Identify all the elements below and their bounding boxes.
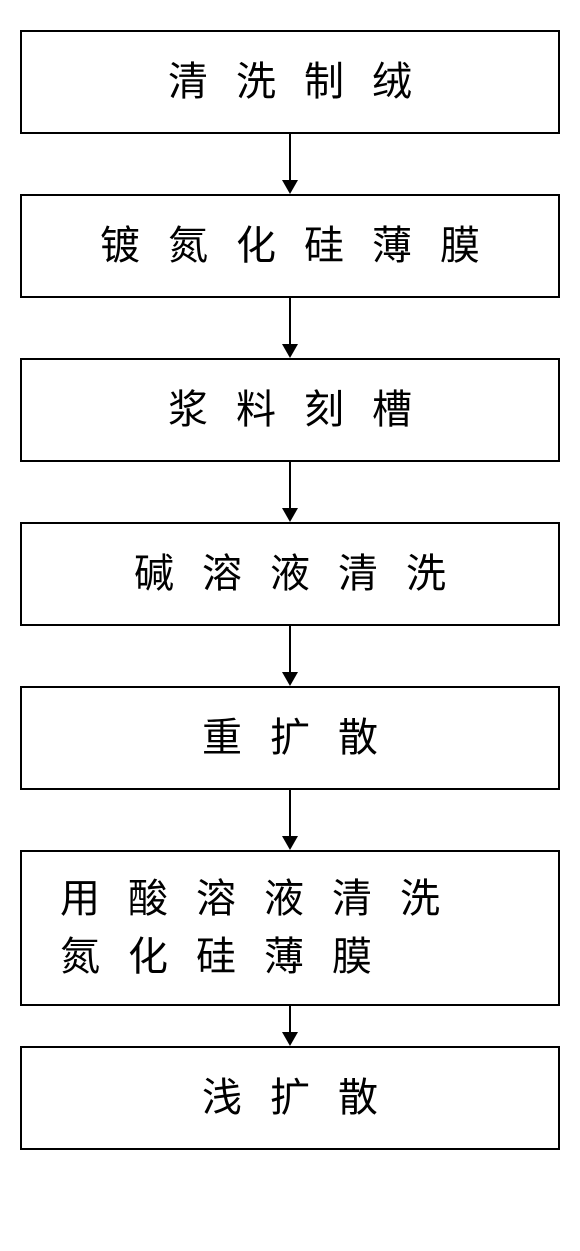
arrow-head [282,344,298,358]
step-label-5: 重扩散 [164,688,416,788]
arrow-head [282,180,298,194]
arrow-line [289,298,291,344]
arrow-head [282,672,298,686]
step-box-3: 浆料刻槽 [20,358,560,462]
process-flowchart: 清洗制绒 镀氮化硅薄膜 浆料刻槽 碱溶液清洗 重扩散 用酸溶液清洗 氮化硅薄膜 [20,30,560,1150]
step-label-6: 用酸溶液清洗 氮化硅薄膜 [22,852,558,1004]
arrow-1 [282,134,298,194]
arrow-line [289,462,291,508]
step-label-4: 碱溶液清洗 [96,524,484,624]
arrow-5 [282,790,298,850]
step-label-3: 浆料刻槽 [130,360,450,460]
step-box-4: 碱溶液清洗 [20,522,560,626]
step-box-5: 重扩散 [20,686,560,790]
step-box-6: 用酸溶液清洗 氮化硅薄膜 [20,850,560,1006]
step-label-1: 清洗制绒 [130,32,450,132]
arrow-4 [282,626,298,686]
step-box-1: 清洗制绒 [20,30,560,134]
arrow-head [282,836,298,850]
arrow-2 [282,298,298,358]
arrow-3 [282,462,298,522]
step-label-2: 镀氮化硅薄膜 [62,196,518,296]
arrow-line [289,134,291,180]
step-box-7: 浅扩散 [20,1046,560,1150]
arrow-line [289,790,291,836]
arrow-6 [282,1006,298,1046]
step-box-2: 镀氮化硅薄膜 [20,194,560,298]
arrow-head [282,508,298,522]
arrow-head [282,1032,298,1046]
arrow-line [289,1006,291,1032]
arrow-line [289,626,291,672]
step-label-7: 浅扩散 [164,1048,416,1148]
